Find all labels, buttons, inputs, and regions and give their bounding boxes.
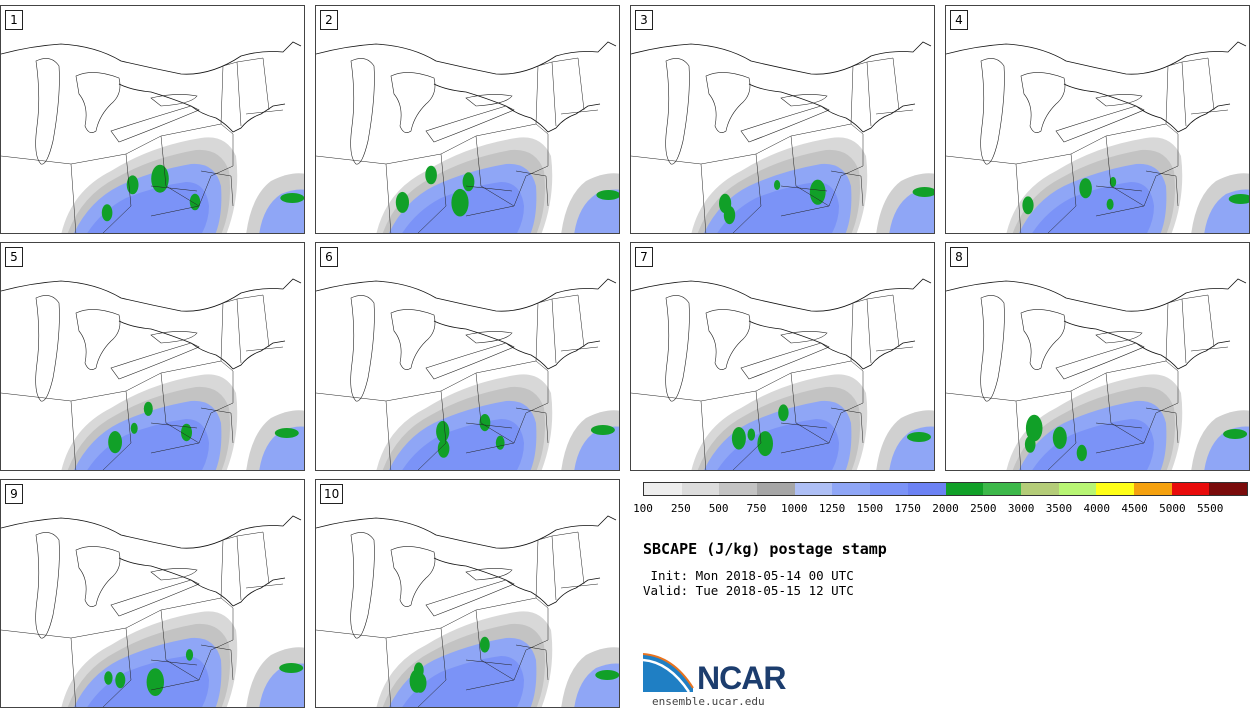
site-url: ensemble.ucar.edu bbox=[652, 695, 765, 708]
map-canvas bbox=[316, 41, 619, 233]
map-canvas bbox=[1, 515, 304, 707]
colorbar-swatch bbox=[945, 483, 984, 495]
map-canvas bbox=[946, 41, 1249, 233]
colorbar-tick-label: 5000 bbox=[1159, 502, 1186, 515]
member-number: 5 bbox=[5, 247, 23, 267]
colorbar-tick-label: 4000 bbox=[1083, 502, 1111, 515]
colorbar-swatch bbox=[681, 483, 720, 495]
colorbar-swatch bbox=[1058, 483, 1097, 495]
colorbar-swatch bbox=[983, 483, 1021, 495]
colorbar bbox=[643, 482, 1248, 496]
colorbar-swatch bbox=[644, 483, 682, 495]
colorbar-swatch bbox=[1096, 483, 1134, 495]
member-number: 8 bbox=[950, 247, 968, 267]
colorbar-swatch bbox=[832, 483, 871, 495]
ncar-logo-icon bbox=[642, 652, 793, 696]
colorbar-tick-label: 1250 bbox=[818, 502, 846, 515]
colorbar-swatch bbox=[1209, 483, 1247, 495]
colorbar-ticks: 100 250 500 750 1000 1250 1500 1750 2000 2500 3000… bbox=[633, 502, 1248, 516]
colorbar-tick-label: 2500 bbox=[970, 502, 997, 515]
ensemble-member-panel: 4 bbox=[945, 5, 1250, 234]
ensemble-member-panel: 7 bbox=[630, 242, 935, 471]
colorbar-tick-label: 750 bbox=[746, 502, 767, 515]
colorbar-swatch bbox=[757, 483, 795, 495]
colorbar-tick-label: 1500 bbox=[856, 502, 884, 515]
member-number: 4 bbox=[950, 10, 968, 30]
ensemble-member-panel: 9 bbox=[0, 479, 305, 708]
colorbar-swatch bbox=[794, 483, 833, 495]
map-canvas bbox=[946, 278, 1249, 470]
colorbar-tick-label: 5500 bbox=[1196, 502, 1224, 515]
colorbar-tick-label: 3500 bbox=[1045, 502, 1073, 515]
map-canvas bbox=[631, 278, 934, 470]
chart-title: SBCAPE (J/kg) postage stamp bbox=[643, 540, 887, 558]
member-number: 7 bbox=[635, 247, 653, 267]
ensemble-member-panel: 5 bbox=[0, 242, 305, 471]
map-canvas bbox=[631, 41, 934, 233]
map-canvas bbox=[1, 278, 304, 470]
ensemble-member-panel: 10 bbox=[315, 479, 620, 708]
colorbar-tick-label: 2000 bbox=[932, 502, 959, 515]
logo-wordmark: NCAR bbox=[697, 660, 786, 696]
member-number: 2 bbox=[320, 10, 338, 30]
ensemble-member-panel: 3 bbox=[630, 5, 935, 234]
ensemble-member-panel: 2 bbox=[315, 5, 620, 234]
colorbar-tick-label: 3000 bbox=[1007, 502, 1035, 515]
member-number: 10 bbox=[320, 484, 344, 504]
colorbar-swatch bbox=[1171, 483, 1210, 495]
colorbar-swatch bbox=[1133, 483, 1172, 495]
member-number: 6 bbox=[320, 247, 338, 267]
ensemble-member-panel: 8 bbox=[945, 242, 1250, 471]
member-number: 9 bbox=[5, 484, 23, 504]
colorbar-tick-label: 100 bbox=[633, 502, 653, 515]
colorbar-tick-label: 1000 bbox=[781, 502, 808, 515]
init-time: Init: Mon 2018-05-14 00 UTC bbox=[643, 568, 854, 583]
valid-time: Valid: Tue 2018-05-15 12 UTC bbox=[643, 583, 854, 598]
colorbar-tick-label: 4500 bbox=[1121, 502, 1148, 515]
map-canvas bbox=[316, 515, 619, 707]
ensemble-member-panel: 6 bbox=[315, 242, 620, 471]
colorbar-swatch bbox=[719, 483, 758, 495]
colorbar-tick-label: 1750 bbox=[894, 502, 921, 515]
map-canvas bbox=[1, 41, 304, 233]
ensemble-member-panel: 1 bbox=[0, 5, 305, 234]
colorbar-swatch bbox=[870, 483, 908, 495]
colorbar-tick-label: 250 bbox=[670, 502, 691, 515]
colorbar-tick-label: 500 bbox=[708, 502, 729, 515]
map-canvas bbox=[316, 278, 619, 470]
member-number: 1 bbox=[5, 10, 23, 30]
member-number: 3 bbox=[635, 10, 653, 30]
colorbar-swatch bbox=[907, 483, 946, 495]
colorbar-swatch bbox=[1020, 483, 1059, 495]
